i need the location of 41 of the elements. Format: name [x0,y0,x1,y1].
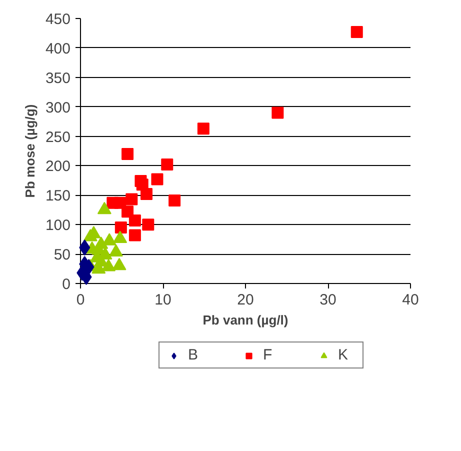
point [151,173,164,186]
y-tick-label: 400 [45,40,71,58]
point [197,122,210,135]
point [113,230,128,243]
point [168,194,181,206]
point [114,222,127,234]
y-tick-label: 200 [45,158,71,176]
point [97,202,112,214]
point [108,244,123,257]
legend-label: K [338,346,350,364]
point [122,206,134,218]
point [83,228,98,242]
x-axis-title: Pb vann (µg/l) [202,312,288,328]
point [272,106,284,119]
x-tick-label: 30 [320,292,336,308]
point [161,158,174,171]
point [112,258,126,270]
x-tick-label: 40 [402,292,419,308]
y-tick-label: 300 [45,99,71,116]
x-tick-label: 20 [237,292,254,308]
y-tick-label: 350 [45,70,71,87]
x-tick-label: 0 [76,292,85,308]
y-tick-label: 450 [45,11,71,28]
point [94,254,108,267]
y-tick-label: 0 [62,276,70,293]
x-tick-label: 10 [154,292,172,308]
legend-label: B [188,346,200,364]
y-axis-title: Pb mose (µg/g) [22,104,38,198]
point [128,229,141,242]
legend-label: F [263,346,274,364]
point [126,193,138,206]
point [114,196,126,209]
point [142,218,154,231]
y-tick-label: 100 [45,217,71,234]
y-tick-label: 150 [45,188,71,205]
point [140,188,152,200]
point [102,233,116,246]
y-tick-label: 50 [54,246,71,264]
point [128,214,141,226]
point [122,148,134,160]
y-tick-label: 250 [45,128,71,146]
